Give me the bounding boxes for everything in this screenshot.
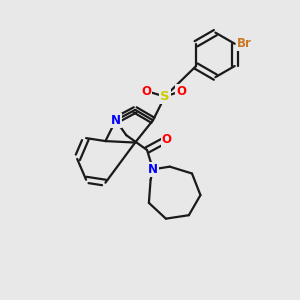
Text: N: N [148, 163, 158, 176]
Text: N: N [111, 114, 121, 127]
Text: O: O [141, 85, 152, 98]
Text: S: S [160, 90, 170, 103]
Text: Br: Br [237, 37, 252, 50]
Text: O: O [176, 85, 186, 98]
Text: O: O [161, 133, 171, 146]
